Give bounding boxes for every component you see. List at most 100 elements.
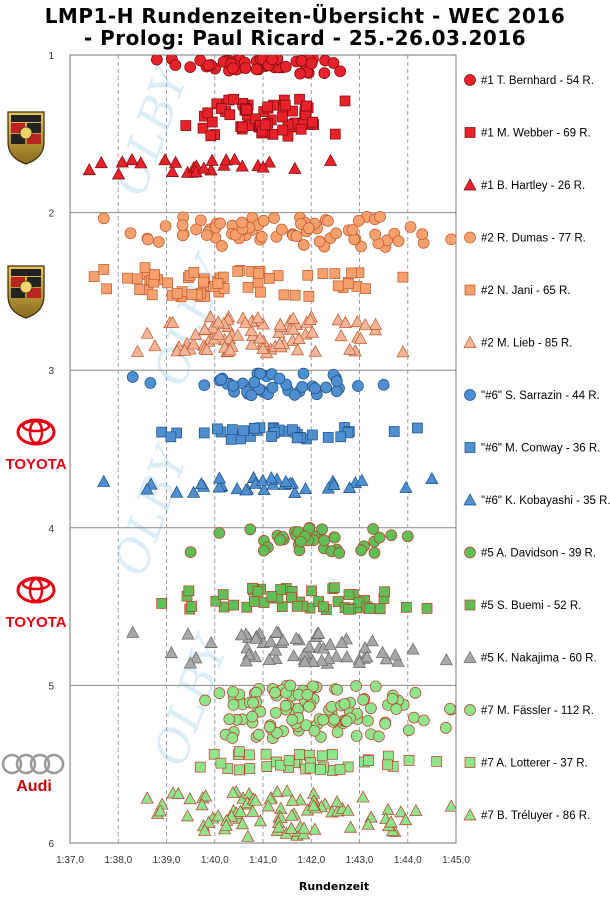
data-point: [286, 311, 300, 324]
data-point: [399, 480, 413, 493]
data-point: [165, 431, 177, 443]
data-point: [279, 699, 292, 712]
data-point: [369, 680, 382, 693]
data-point: [358, 641, 372, 654]
data-point: [183, 656, 198, 669]
porsche-crest-icon: [7, 265, 45, 319]
data-point: [270, 785, 284, 798]
data-point: [377, 378, 390, 391]
data-point: [306, 654, 320, 667]
data-point: [216, 240, 228, 252]
data-point: [151, 55, 163, 66]
data-point: [139, 262, 151, 274]
data-point: [235, 817, 250, 830]
data-point: [355, 473, 369, 486]
data-point: [276, 223, 288, 236]
data-point: [398, 813, 413, 826]
data-point: [289, 631, 303, 644]
data-point: [332, 596, 344, 607]
data-point: [198, 276, 209, 288]
data-point: [350, 315, 364, 328]
audi-rings-icon: Audi: [1, 753, 65, 795]
data-point: [177, 343, 192, 356]
data-point: [329, 649, 343, 662]
data-point: [225, 433, 237, 445]
data-point: [122, 272, 133, 284]
toyota-logo-icon: TOYOTA: [5, 418, 67, 473]
data-point: [369, 228, 382, 241]
data-point: [189, 327, 203, 341]
data-point: [210, 595, 222, 607]
data-point: [425, 471, 439, 485]
data-point: [394, 805, 408, 818]
data-point: [364, 603, 376, 614]
data-point: [298, 482, 313, 495]
data-point: [288, 161, 302, 174]
data-point: [331, 683, 343, 696]
data-point: [361, 817, 375, 830]
data-point: [327, 57, 340, 69]
data-point: [215, 757, 227, 769]
data-point: [386, 692, 399, 705]
data-point: [186, 601, 197, 612]
data-point: [214, 217, 226, 230]
data-point: [291, 343, 305, 356]
data-point: [242, 281, 254, 293]
data-point: [148, 339, 162, 352]
data-point: [352, 214, 365, 227]
data-point: [322, 215, 334, 227]
legend-label: #7 B. Tréluyer - 86 R.: [481, 810, 590, 822]
y-tick-label: 1: [48, 51, 54, 62]
data-point: [329, 268, 341, 279]
x-tick-label: 1:40,0: [201, 855, 229, 866]
data-point: [315, 764, 326, 775]
data-point: [272, 820, 286, 833]
data-point: [140, 326, 154, 339]
data-point: [126, 625, 140, 638]
data-point: [279, 60, 292, 73]
data-point: [444, 799, 456, 812]
data-point: [248, 596, 260, 607]
data-point: [286, 714, 299, 726]
data-point: [308, 724, 321, 737]
data-point: [183, 792, 197, 805]
data-point: [334, 764, 346, 775]
data-point: [374, 603, 386, 615]
data-point: [244, 523, 257, 536]
data-point: [255, 231, 268, 243]
data-point: [308, 822, 322, 835]
data-point: [82, 162, 96, 176]
data-point: [306, 585, 317, 597]
data-point: [238, 425, 250, 437]
data-point: [287, 105, 298, 117]
data-point: [295, 55, 308, 67]
data-point: [124, 227, 137, 240]
data-point: [338, 698, 351, 710]
data-point: [275, 584, 286, 595]
data-point: [431, 756, 443, 767]
data-point: [171, 288, 183, 299]
data-point: [198, 427, 210, 439]
data-point: [439, 653, 453, 666]
svg-text:TOYOTA: TOYOTA: [5, 456, 66, 473]
data-point: [252, 277, 264, 289]
data-point: [385, 529, 398, 542]
data-point: [367, 523, 379, 535]
data-point: [317, 713, 330, 726]
data-point: [287, 649, 301, 662]
legend-label: #7 M. Fässler - 112 R.: [481, 705, 594, 717]
data-point: [226, 785, 240, 798]
data-point: [353, 331, 368, 344]
data-point: [322, 432, 334, 443]
data-point: [277, 124, 289, 136]
legend-marker: [464, 442, 476, 453]
chart-subtitle: - Prolog: Paul Ricard - 25.-26.03.2016: [83, 26, 527, 50]
data-point: [217, 589, 229, 600]
legend-marker: [464, 74, 476, 86]
data-point: [273, 372, 286, 385]
data-point: [285, 793, 299, 806]
data-point: [409, 803, 423, 817]
data-point: [289, 289, 301, 301]
data-point: [186, 337, 201, 350]
data-point: [331, 313, 345, 326]
